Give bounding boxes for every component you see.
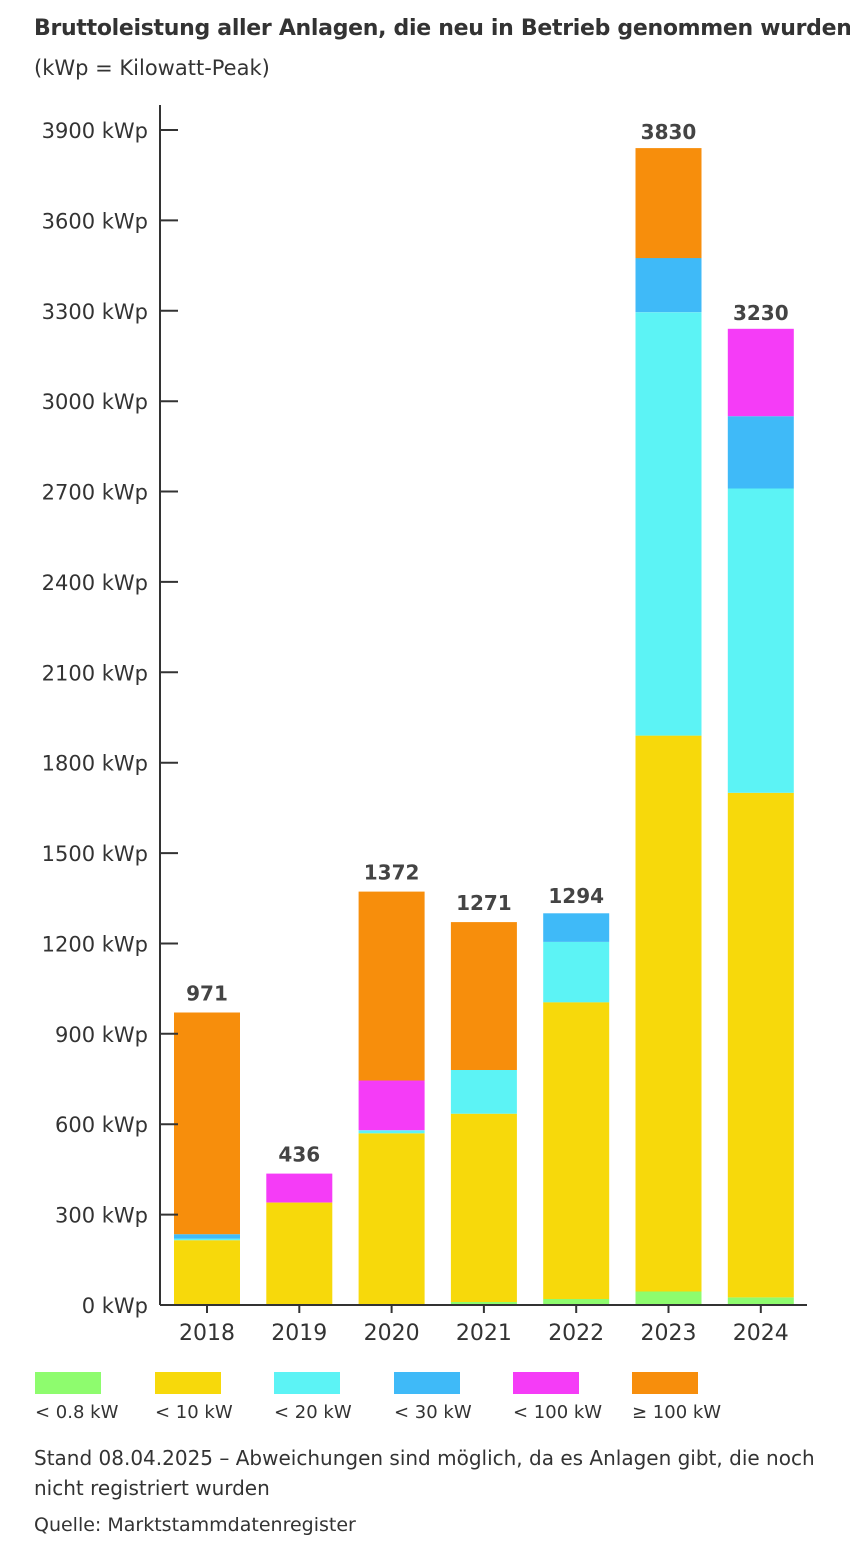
bar-segment[interactable] <box>543 1299 610 1305</box>
chart-subtitle: (kWp = Kilowatt-Peak) <box>34 56 270 80</box>
bar-segment[interactable] <box>727 328 794 417</box>
x-tick-label: 2019 <box>271 1321 327 1346</box>
total-label: 3230 <box>733 301 789 325</box>
x-tick-label: 2022 <box>548 1321 604 1346</box>
bar-segment[interactable] <box>727 792 794 1298</box>
y-tick-label: 300 kWp <box>55 1204 148 1228</box>
bar-segment[interactable] <box>727 416 794 489</box>
legend-swatch <box>155 1372 221 1394</box>
stacked-bar-chart: 971 2018 436 2019 1372 2020 1271 2021 1294 2022 38… <box>42 105 807 1346</box>
bar-segment[interactable] <box>174 1012 240 1235</box>
y-tick-label: 1500 kWp <box>42 842 148 866</box>
bar-segment[interactable] <box>358 1133 425 1305</box>
legend-swatch <box>274 1372 340 1394</box>
bar-segment[interactable] <box>635 148 702 259</box>
total-label: 971 <box>186 982 228 1006</box>
y-tick-label: 1200 kWp <box>42 933 148 957</box>
legend-label: < 10 kW <box>155 1402 233 1423</box>
x-tick-label: 2018 <box>179 1321 235 1346</box>
legend-swatch <box>632 1372 698 1394</box>
legend-swatch <box>394 1372 460 1394</box>
legend-swatch <box>35 1372 101 1394</box>
bar-segment[interactable] <box>543 942 610 1003</box>
total-label: 3830 <box>641 120 697 144</box>
legend-item-lt-20kw[interactable]: < 20 kW <box>274 1372 384 1423</box>
bar-segment[interactable] <box>635 735 702 1292</box>
total-label: 436 <box>278 1143 320 1167</box>
y-tick-label: 2100 kWp <box>42 661 148 685</box>
bar-segment[interactable] <box>450 922 517 1070</box>
legend-item-lt-0-8kw[interactable]: < 0.8 kW <box>35 1372 145 1423</box>
x-tick-label: 2024 <box>733 1321 789 1346</box>
y-tick-label: 600 kWp <box>55 1113 148 1137</box>
bar-segment[interactable] <box>266 1202 333 1305</box>
total-label: 1271 <box>456 891 512 915</box>
bar-segment[interactable] <box>727 488 794 793</box>
footnote: Stand 08.04.2025 – Abweichungen sind mög… <box>34 1446 815 1500</box>
y-tick-label: 3600 kWp <box>42 209 148 233</box>
y-tick-label: 2700 kWp <box>42 481 148 505</box>
chart-title: Bruttoleistung aller Anlagen, die neu in… <box>34 16 850 41</box>
legend-label: ≥ 100 kW <box>632 1402 722 1423</box>
bar-segment[interactable] <box>543 1002 610 1299</box>
y-tick-label: 900 kWp <box>55 1023 148 1047</box>
total-label: 1294 <box>548 884 604 908</box>
bar-segment[interactable] <box>174 1238 240 1241</box>
y-tick-label: 3300 kWp <box>42 300 148 324</box>
legend-item-gte-100kw[interactable]: ≥ 100 kW <box>632 1372 742 1423</box>
chart-legend: < 0.8 kW < 10 kW < 20 kW < 30 kW < 100 k… <box>0 1372 850 1432</box>
legend-item-lt-30kw[interactable]: < 30 kW <box>394 1372 504 1423</box>
bar-segment[interactable] <box>358 1130 425 1134</box>
y-tick-label: 3900 kWp <box>42 119 148 143</box>
y-tick-label: 2400 kWp <box>42 571 148 595</box>
legend-label: < 0.8 kW <box>35 1402 119 1423</box>
bar-segment[interactable] <box>635 258 702 313</box>
bar-segment[interactable] <box>358 1080 425 1131</box>
legend-swatch <box>513 1372 579 1394</box>
x-tick-label: 2023 <box>641 1321 697 1346</box>
bar-segment[interactable] <box>450 1113 517 1302</box>
x-tick-label: 2020 <box>364 1321 420 1346</box>
bar-segment[interactable] <box>174 1240 240 1305</box>
source-note: Quelle: Marktstammdatenregister <box>34 1514 356 1536</box>
y-tick-label: 3000 kWp <box>42 390 148 414</box>
bar-segment[interactable] <box>450 1070 517 1114</box>
legend-item-lt-100kw[interactable]: < 100 kW <box>513 1372 623 1423</box>
bar-segment[interactable] <box>635 1291 702 1305</box>
bar-segment[interactable] <box>266 1173 333 1203</box>
bar-segment[interactable] <box>543 913 610 942</box>
legend-label: < 20 kW <box>274 1402 352 1423</box>
legend-label: < 100 kW <box>513 1402 603 1423</box>
total-label: 1372 <box>364 861 420 885</box>
legend-label: < 30 kW <box>394 1402 472 1423</box>
legend-item-lt-10kw[interactable]: < 10 kW <box>155 1372 265 1423</box>
bar-segment[interactable] <box>174 1234 240 1239</box>
x-tick-label: 2021 <box>456 1321 512 1346</box>
bar-segment[interactable] <box>450 1302 517 1305</box>
bar-segment[interactable] <box>727 1297 794 1306</box>
bar-segment[interactable] <box>358 891 425 1081</box>
y-tick-label: 0 kWp <box>82 1294 148 1318</box>
y-tick-label: 1800 kWp <box>42 752 148 776</box>
bar-segment[interactable] <box>635 312 702 736</box>
